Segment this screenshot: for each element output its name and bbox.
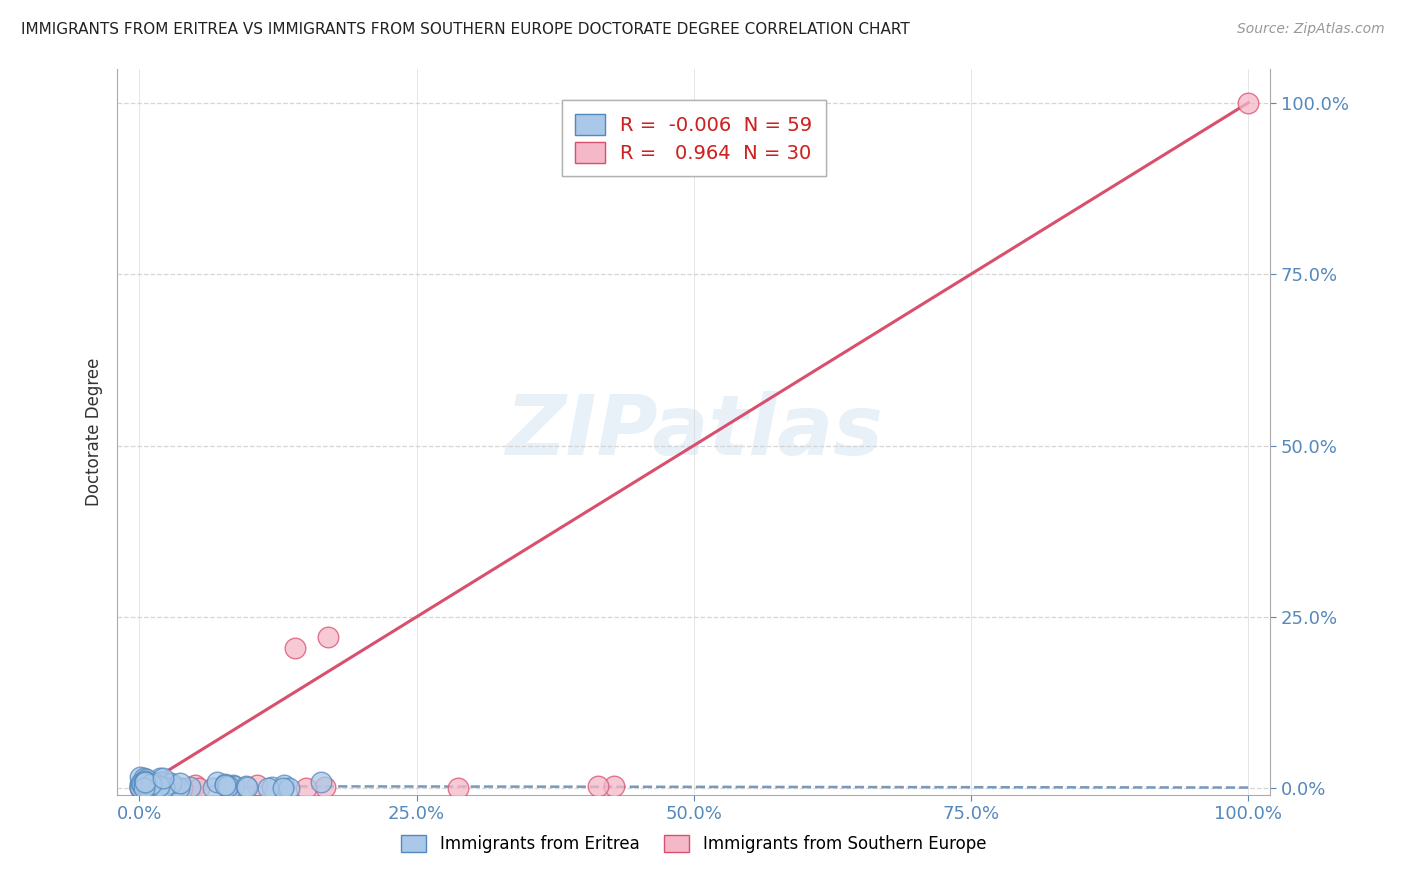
Legend: R =  -0.006  N = 59, R =   0.964  N = 30: R = -0.006 N = 59, R = 0.964 N = 30 [562, 100, 825, 177]
Point [138, 779, 160, 793]
Point [214, 778, 236, 792]
Point [149, 781, 172, 796]
Point [136, 780, 159, 795]
Point [262, 780, 284, 794]
Text: IMMIGRANTS FROM ERITREA VS IMMIGRANTS FROM SOUTHERN EUROPE DOCTORATE DEGREE CORR: IMMIGRANTS FROM ERITREA VS IMMIGRANTS FR… [21, 22, 910, 37]
Point [132, 781, 155, 796]
Point [141, 780, 163, 794]
Point [138, 779, 160, 793]
Point [135, 780, 157, 795]
Point [277, 781, 299, 796]
Point [316, 631, 339, 645]
Point [129, 780, 152, 794]
Point [150, 775, 173, 789]
Point [135, 772, 157, 786]
Point [145, 774, 167, 789]
Text: ZIPatlas: ZIPatlas [505, 392, 883, 472]
Point [184, 778, 207, 792]
Point [134, 774, 156, 789]
Point [447, 780, 470, 795]
Point [138, 780, 160, 795]
Point [132, 780, 155, 795]
Point [1237, 95, 1260, 110]
Point [131, 777, 153, 791]
Point [155, 780, 177, 794]
Point [128, 780, 150, 794]
Point [222, 779, 245, 793]
Point [146, 779, 169, 793]
Point [145, 780, 167, 795]
Point [129, 776, 152, 790]
Point [160, 776, 183, 790]
Point [163, 780, 186, 794]
Point [148, 776, 170, 790]
Point [143, 779, 166, 793]
Point [131, 779, 153, 793]
Point [217, 779, 239, 793]
Point [160, 780, 183, 795]
Point [134, 775, 156, 789]
Point [602, 780, 624, 794]
Point [222, 778, 245, 792]
Point [152, 780, 174, 794]
Point [153, 780, 176, 794]
Point [135, 780, 157, 794]
Point [134, 780, 156, 795]
Point [188, 780, 211, 795]
Point [143, 780, 166, 795]
Point [271, 780, 294, 795]
Point [138, 778, 160, 792]
Point [172, 780, 194, 795]
Point [205, 775, 228, 789]
Point [273, 778, 295, 792]
Point [148, 771, 170, 785]
Point [214, 777, 236, 791]
Point [202, 780, 225, 795]
Point [134, 776, 156, 790]
Point [134, 779, 156, 793]
Point [167, 780, 190, 795]
Point [152, 772, 174, 786]
Point [138, 775, 160, 789]
Point [138, 774, 160, 789]
Point [132, 771, 155, 785]
Point [157, 778, 180, 792]
Point [235, 780, 257, 795]
Point [129, 780, 152, 795]
Text: Source: ZipAtlas.com: Source: ZipAtlas.com [1237, 22, 1385, 37]
Point [136, 780, 159, 795]
Point [148, 779, 170, 793]
Point [139, 779, 162, 793]
Y-axis label: Doctorate Degree: Doctorate Degree [86, 358, 103, 506]
Point [309, 775, 332, 789]
Point [257, 780, 280, 795]
Point [132, 780, 155, 794]
Point [295, 780, 318, 795]
Point [129, 770, 152, 784]
Point [169, 776, 191, 790]
Point [139, 777, 162, 791]
Point [586, 779, 609, 793]
Point [143, 776, 166, 790]
Point [284, 640, 307, 655]
Point [314, 780, 336, 795]
Point [215, 780, 238, 794]
Point [143, 780, 166, 794]
Point [129, 780, 152, 795]
Point [153, 777, 176, 791]
Point [129, 777, 152, 791]
Point [179, 780, 201, 794]
Point [136, 777, 159, 791]
Point [160, 776, 183, 790]
Point [246, 778, 269, 792]
Point [136, 773, 159, 788]
Point [136, 779, 159, 793]
Point [235, 779, 257, 793]
Point [132, 779, 155, 793]
